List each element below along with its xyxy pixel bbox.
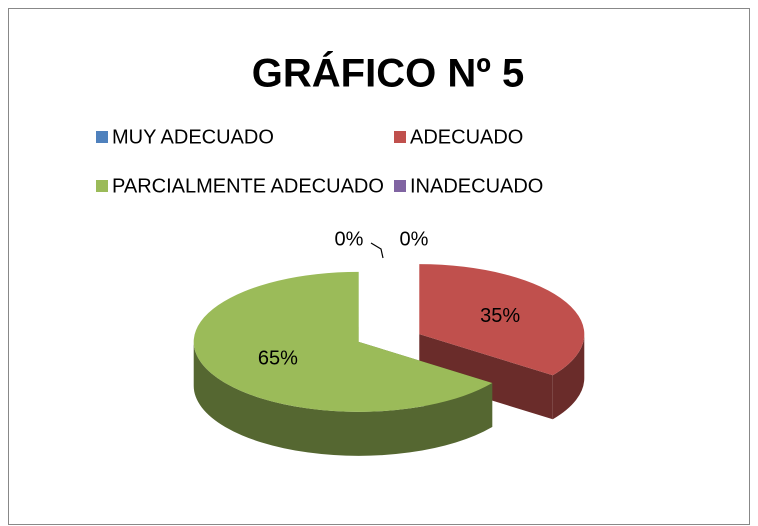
slice-outer-wall <box>193 341 493 456</box>
legend-label: INADECUADO <box>410 175 543 197</box>
slice-outer-wall <box>552 334 585 420</box>
legend-swatch <box>394 180 406 192</box>
slice-side-wall <box>419 334 553 420</box>
pie-slice <box>419 264 585 376</box>
data-label: 0% <box>335 228 364 250</box>
legend-label: PARCIALMENTE ADECUADO <box>112 175 384 197</box>
chart-title: GRÁFICO Nº 5 <box>252 51 524 96</box>
leader-line <box>370 242 384 259</box>
pie-slice <box>193 271 493 412</box>
legend-label: MUY ADECUADO <box>112 126 274 148</box>
legend-label: ADECUADO <box>410 126 523 148</box>
legend-swatch <box>394 131 406 143</box>
data-label: 65% <box>258 348 298 370</box>
legend-swatch <box>96 131 108 143</box>
data-label: 0% <box>400 228 429 250</box>
legend-swatch <box>96 180 108 192</box>
data-label: 35% <box>480 305 520 327</box>
